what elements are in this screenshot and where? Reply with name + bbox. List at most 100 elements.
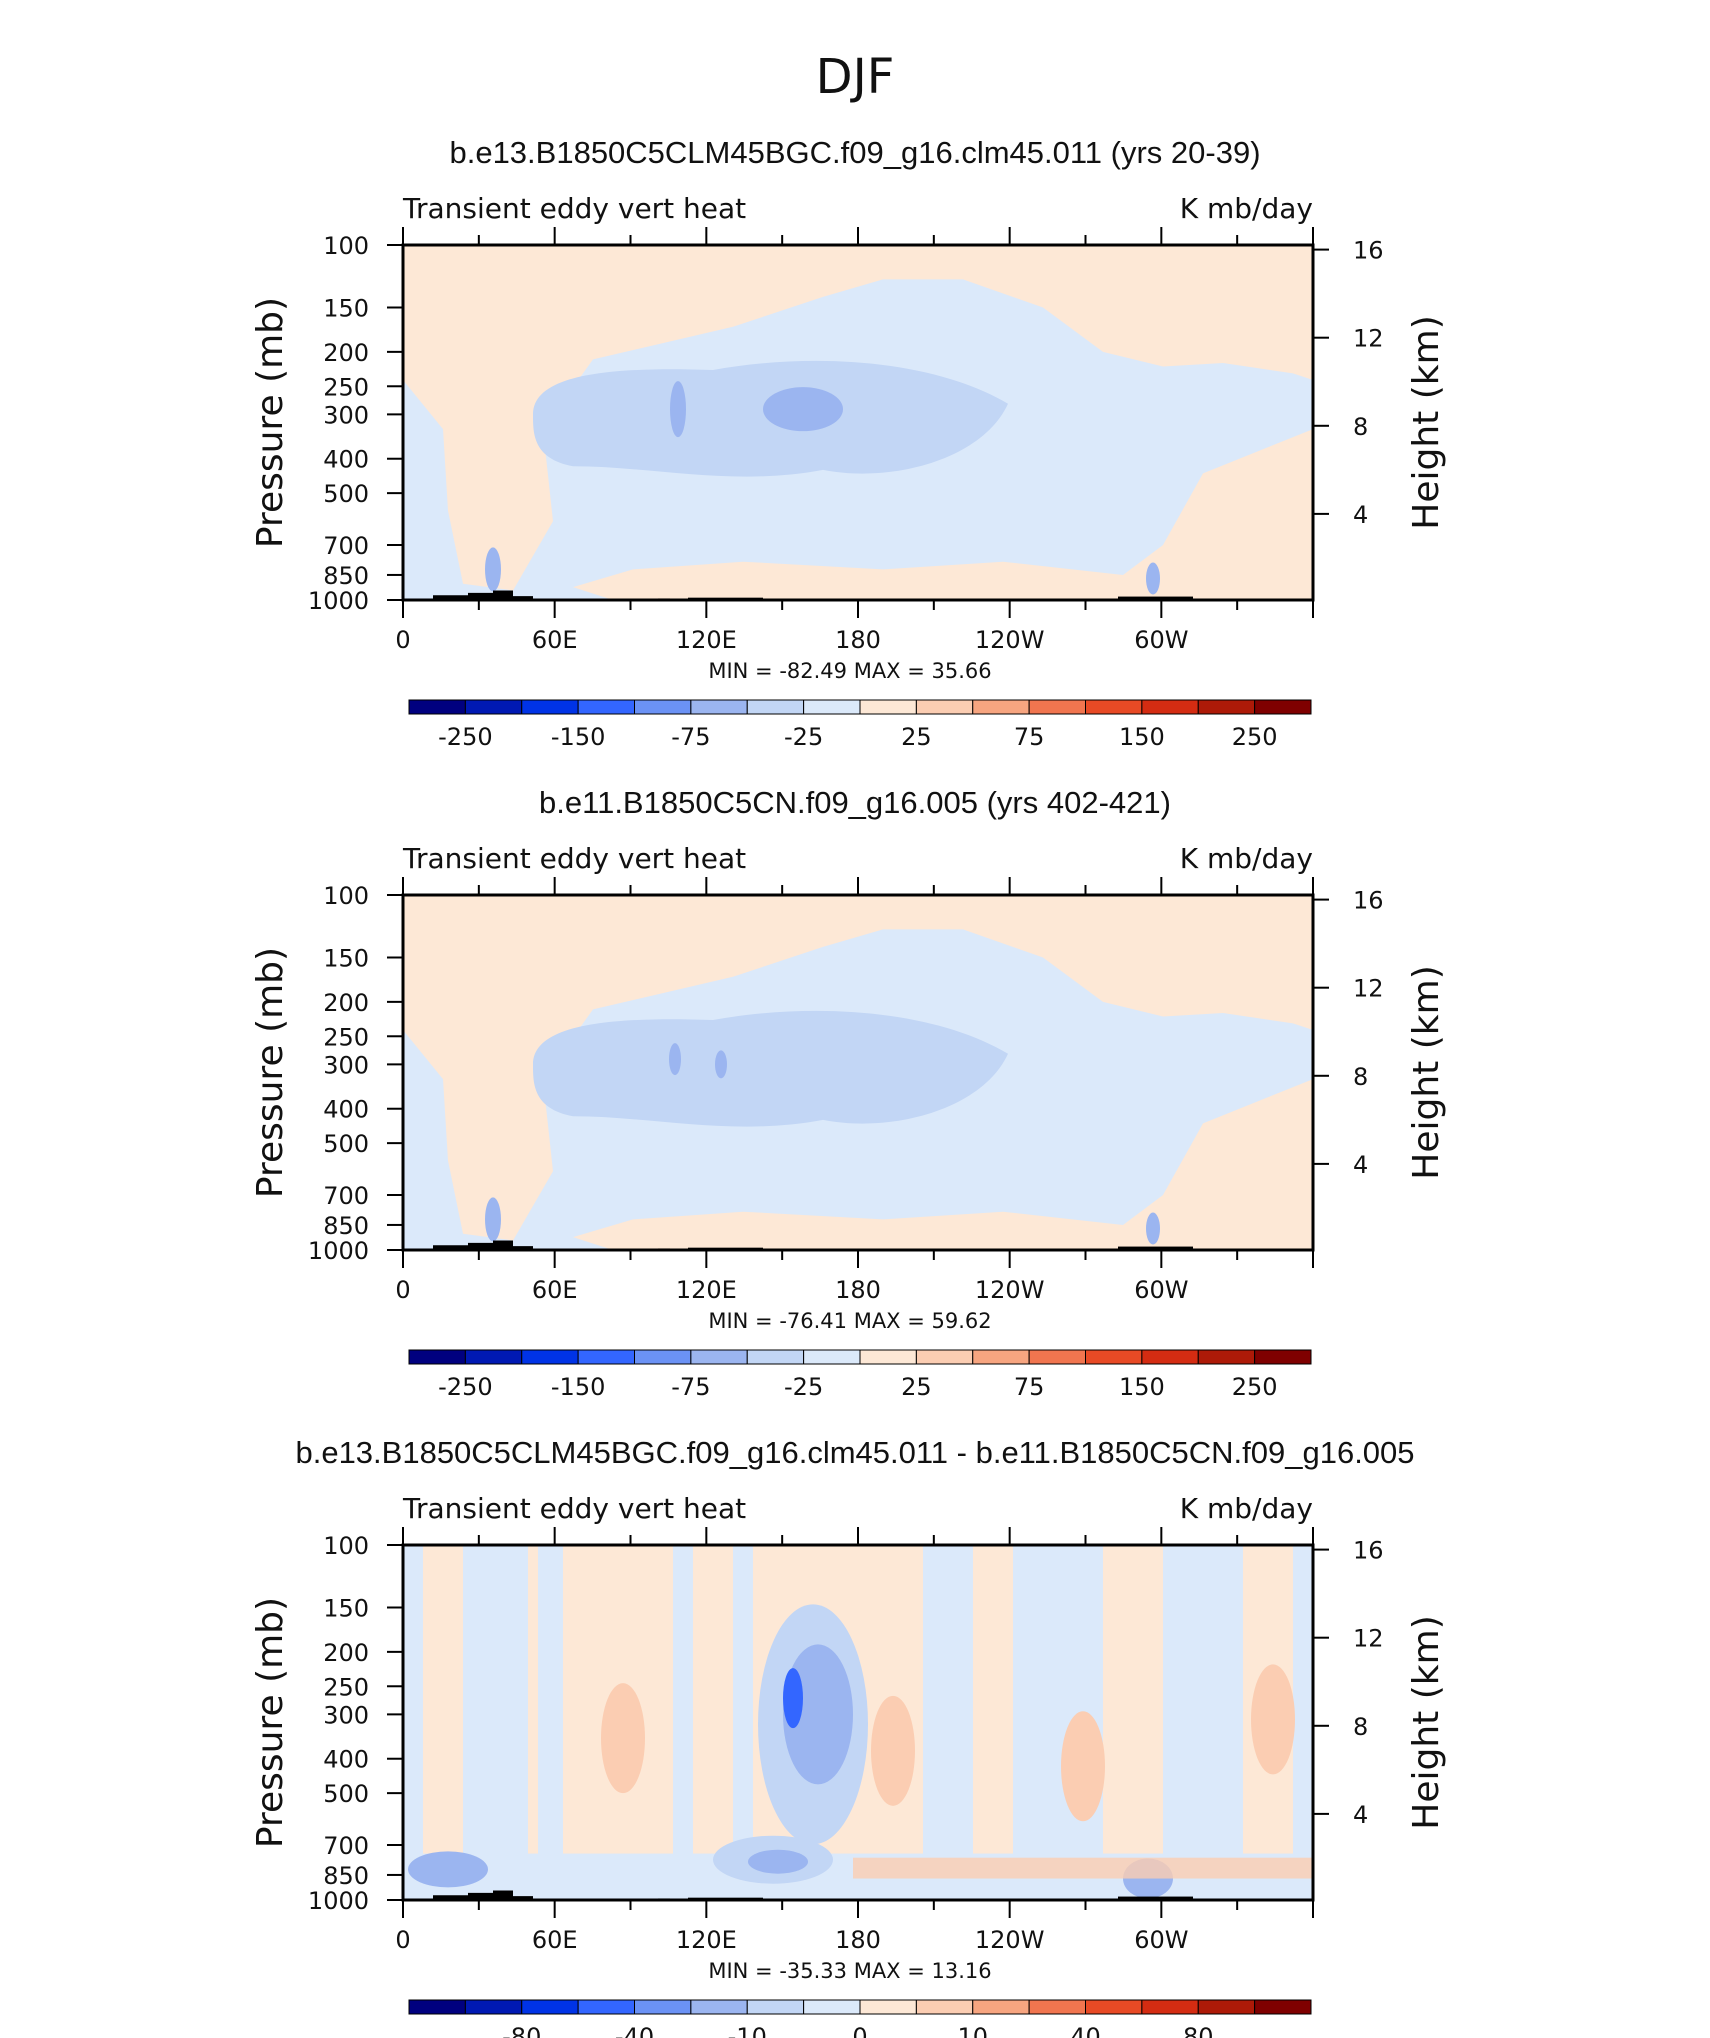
y-tick-label: 300 xyxy=(323,1051,369,1079)
field-negative-blob xyxy=(533,1010,1008,1127)
x-tick-label: 60W xyxy=(1134,1926,1188,1954)
y-right-axis-label: Height (km) xyxy=(1406,965,1447,1179)
x-tick-label: 60W xyxy=(1134,1276,1188,1304)
y-tick-label: 400 xyxy=(323,1746,369,1774)
colorbar-box xyxy=(915,1349,974,1365)
y-tick-label: 400 xyxy=(323,446,369,474)
y-tick-label: 1000 xyxy=(308,1237,369,1265)
colorbar-label: 10 xyxy=(957,2023,988,2038)
panel-1: b.e13.B1850C5CLM45BGC.f09_g16.clm45.011 … xyxy=(250,135,1447,751)
y-tick-label: 100 xyxy=(323,232,369,260)
colorbar-box xyxy=(1085,1999,1143,2015)
field-lowlevel-negative xyxy=(485,547,501,592)
field-negative-band xyxy=(538,1545,563,1900)
topography-land xyxy=(433,1240,533,1250)
left-string: Transient eddy vert heat xyxy=(402,842,746,875)
x-tick-label: 120W xyxy=(975,626,1045,654)
x-tick-label: 0 xyxy=(395,1276,410,1304)
field-positive-blob xyxy=(601,1683,645,1794)
colorbar-label: 75 xyxy=(1014,723,1045,751)
x-tick-label: 120E xyxy=(676,1926,737,1954)
colorbar-box xyxy=(859,699,917,715)
colorbar-box xyxy=(577,1999,635,2015)
x-tick-label: 120W xyxy=(975,1926,1045,1954)
colorbar-box xyxy=(690,1999,748,2015)
panel-2: b.e11.B1850C5CN.f09_g16.005 (yrs 402-421… xyxy=(250,785,1447,1401)
colorbar-box xyxy=(408,1349,466,1365)
y-tick-label: 850 xyxy=(323,1862,369,1890)
y-right-tick-label: 16 xyxy=(1353,237,1384,265)
field-negative-band xyxy=(463,1545,528,1900)
colorbar-label: 25 xyxy=(901,1373,932,1401)
contour-field xyxy=(403,1545,1313,1900)
field-positive-blob xyxy=(1061,1711,1105,1822)
colorbar-label: 75 xyxy=(1014,1373,1045,1401)
y-axis-label: Pressure (mb) xyxy=(250,1597,291,1848)
x-tick-label: 180 xyxy=(835,1926,881,1954)
x-tick-label: 120E xyxy=(676,1276,737,1304)
x-tick-label: 60E xyxy=(532,626,578,654)
colorbar-box xyxy=(803,1999,861,2015)
colorbar-box xyxy=(1028,699,1086,715)
y-tick-label: 700 xyxy=(323,532,369,560)
colorbar-label: -150 xyxy=(551,1373,605,1401)
y-axis-label: Pressure (mb) xyxy=(250,297,291,548)
field-positive-blob xyxy=(871,1695,915,1806)
colorbar: -250 -150 -75 -25 25 75 150 250 xyxy=(408,1349,1312,1401)
colorbar-box xyxy=(577,1349,635,1365)
x-tick-label: 60E xyxy=(532,1276,578,1304)
field-negative-band xyxy=(1163,1545,1243,1900)
y-tick-label: 100 xyxy=(323,1532,369,1560)
colorbar-box xyxy=(803,699,861,715)
colorbar-box xyxy=(915,1999,974,2015)
field-lowlevel-negative xyxy=(485,1197,501,1242)
colorbar-box xyxy=(690,1349,748,1365)
y-tick-label: 200 xyxy=(323,989,369,1017)
y-right-tick-label: 4 xyxy=(1353,1151,1368,1179)
colorbar-box xyxy=(746,699,805,715)
y-tick-label: 250 xyxy=(323,1023,369,1051)
contour-field xyxy=(403,895,1313,1250)
x-tick-label: 60W xyxy=(1134,626,1188,654)
y-right-tick-label: 16 xyxy=(1353,1537,1384,1565)
colorbar-box xyxy=(803,1349,861,1365)
x-tick-label: 0 xyxy=(395,626,410,654)
field-negative-core xyxy=(669,1043,681,1076)
y-tick-label: 500 xyxy=(323,480,369,508)
left-string: Transient eddy vert heat xyxy=(402,192,746,225)
y-right-tick-label: 8 xyxy=(1353,1063,1368,1091)
topography-land xyxy=(1118,1246,1193,1250)
x-tick-label: 180 xyxy=(835,626,881,654)
min-max-label: MIN = -82.49 MAX = 35.66 xyxy=(708,659,991,683)
colorbar-box xyxy=(1085,1349,1143,1365)
x-tick-label: 60E xyxy=(532,1926,578,1954)
y-tick-label: 850 xyxy=(323,1212,369,1240)
y-tick-label: 150 xyxy=(323,295,369,323)
field-negative-core xyxy=(670,381,686,438)
y-right-axis-label: Height (km) xyxy=(1406,1615,1447,1829)
right-string: K mb/day xyxy=(1180,192,1313,225)
y-right-tick-label: 8 xyxy=(1353,1713,1368,1741)
right-string: K mb/day xyxy=(1180,1492,1313,1525)
colorbar-box xyxy=(1197,1349,1256,1365)
colorbar-label: -40 xyxy=(615,2023,654,2038)
field-negative-band xyxy=(923,1545,973,1900)
field-negative-core xyxy=(748,1849,808,1874)
colorbar-label: 0 xyxy=(852,2023,867,2038)
contour-field xyxy=(403,245,1313,600)
panel-title: b.e13.B1850C5CLM45BGC.f09_g16.clm45.011 … xyxy=(295,1435,1414,1470)
colorbar-box xyxy=(1141,1999,1199,2015)
min-max-label: MIN = -35.33 MAX = 13.16 xyxy=(708,1959,991,1983)
colorbar-box xyxy=(1028,1349,1086,1365)
colorbar-box xyxy=(634,699,692,715)
y-tick-label: 700 xyxy=(323,1832,369,1860)
y-right-tick-label: 16 xyxy=(1353,887,1384,915)
topography-land xyxy=(433,1890,533,1900)
y-tick-label: 250 xyxy=(323,1673,369,1701)
colorbar-box xyxy=(690,699,748,715)
colorbar-box xyxy=(915,699,974,715)
colorbar-label: -250 xyxy=(438,723,492,751)
colorbar-box xyxy=(521,1999,579,2015)
colorbar-box xyxy=(577,699,635,715)
topography-land xyxy=(1118,1896,1193,1900)
